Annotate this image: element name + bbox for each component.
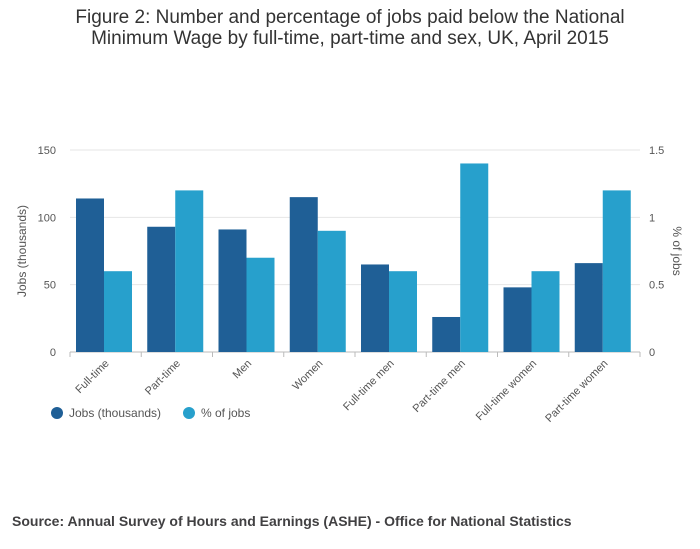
y2-tick-label: 0.5 [649, 280, 664, 292]
bar-jobs-thousands [574, 263, 603, 352]
y-axis-label: Jobs (thousands) [15, 205, 29, 297]
bar-percent-of-jobs [389, 271, 417, 352]
legend-label-percent-of-jobs: % of jobs [201, 406, 250, 420]
x-tick-label: Part-time women [543, 358, 610, 425]
x-tick-label: Full-time [73, 358, 111, 396]
bar-percent-of-jobs [460, 163, 489, 352]
chart-title-line-1: Figure 2: Number and percentage of jobs … [75, 7, 625, 28]
bar-jobs-thousands [432, 316, 461, 352]
y2-tick-label: 1 [649, 212, 655, 224]
x-tick-label: Part-time [143, 358, 183, 398]
bar-percent-of-jobs [317, 230, 346, 352]
bar-percent-of-jobs [104, 271, 132, 352]
x-tick-label: Full-time women [474, 358, 540, 424]
bar-percent-of-jobs [175, 190, 204, 352]
bar-percent-of-jobs [246, 257, 275, 352]
y-tick-label: 150 [38, 145, 56, 157]
y2-axis-label: % of jobs [670, 226, 684, 275]
bar-jobs-thousands [76, 198, 104, 352]
bar-jobs-thousands [289, 197, 318, 352]
chart-title: Figure 2: Number and percentage of jobs … [0, 7, 700, 49]
y2-tick-label: 0 [649, 347, 655, 359]
x-tick-label: Full-time men [341, 358, 397, 414]
y-tick-label: 0 [50, 347, 56, 359]
chart-title-line-2: Minimum Wage by full-time, part-time and… [91, 28, 609, 49]
legend-label-jobs-thousands: Jobs (thousands) [69, 406, 161, 420]
x-tick-label: Men [231, 358, 255, 382]
legend-marker-jobs-thousands [51, 407, 63, 419]
y-tick-label: 50 [44, 280, 56, 292]
x-tick-label: Women [290, 358, 325, 393]
source-note: Source: Annual Survey of Hours and Earni… [12, 513, 572, 529]
bar-percent-of-jobs [531, 271, 560, 352]
bar-jobs-thousands [361, 264, 389, 352]
bar-jobs-thousands [503, 287, 532, 352]
y2-tick-label: 1.5 [649, 145, 664, 157]
bar-jobs-thousands [147, 226, 176, 352]
y-tick-label: 100 [38, 212, 56, 224]
x-tick-label: Part-time men [411, 358, 468, 415]
bar-jobs-thousands [218, 229, 247, 352]
bar-percent-of-jobs [602, 190, 631, 352]
legend-marker-percent-of-jobs [183, 407, 195, 419]
